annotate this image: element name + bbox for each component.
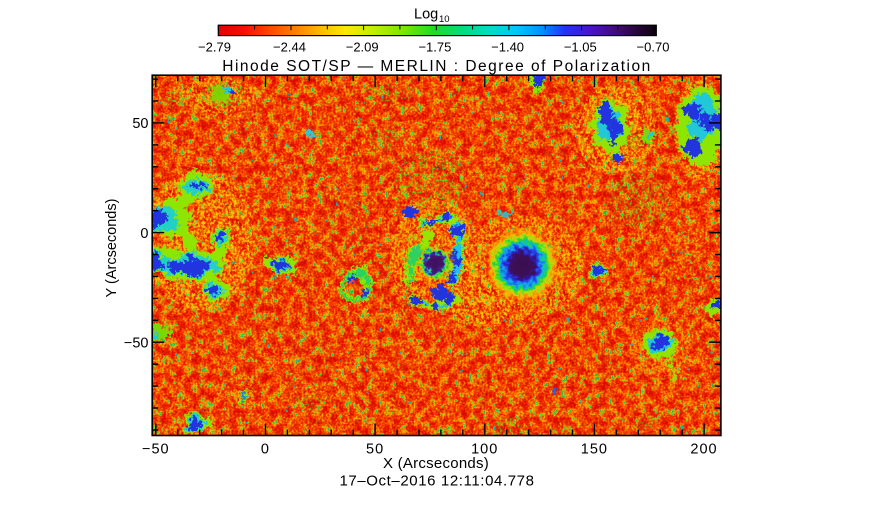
svg-text:−50: −50 — [124, 336, 149, 352]
svg-text:17–Oct–2016 12:11:04.778: 17–Oct–2016 12:11:04.778 — [339, 472, 534, 489]
svg-text:0: 0 — [140, 226, 148, 242]
svg-text:−2.09: −2.09 — [346, 40, 379, 55]
svg-text:200: 200 — [690, 441, 717, 457]
svg-text:−2.44: −2.44 — [273, 40, 306, 55]
svg-text:100: 100 — [471, 441, 498, 457]
svg-text:−2.79: −2.79 — [198, 40, 231, 55]
svg-text:−1.40: −1.40 — [491, 40, 524, 55]
svg-text:−50: −50 — [142, 441, 170, 457]
svg-text:−0.70: −0.70 — [637, 40, 670, 55]
svg-text:Log: Log — [414, 7, 438, 23]
svg-text:0: 0 — [261, 441, 270, 457]
svg-text:50: 50 — [132, 116, 148, 132]
svg-text:−1.75: −1.75 — [418, 40, 451, 55]
svg-text:150: 150 — [581, 441, 608, 457]
svg-text:10: 10 — [439, 14, 450, 25]
svg-text:−1.05: −1.05 — [564, 40, 597, 55]
svg-text:Hinode SOT/SP — MERLIN : Degre: Hinode SOT/SP — MERLIN : Degree of Polar… — [222, 58, 651, 75]
svg-text:Y (Arcseconds): Y (Arcseconds) — [104, 199, 120, 298]
svg-text:X (Arcseconds): X (Arcseconds) — [383, 455, 489, 472]
svg-text:50: 50 — [366, 441, 384, 457]
